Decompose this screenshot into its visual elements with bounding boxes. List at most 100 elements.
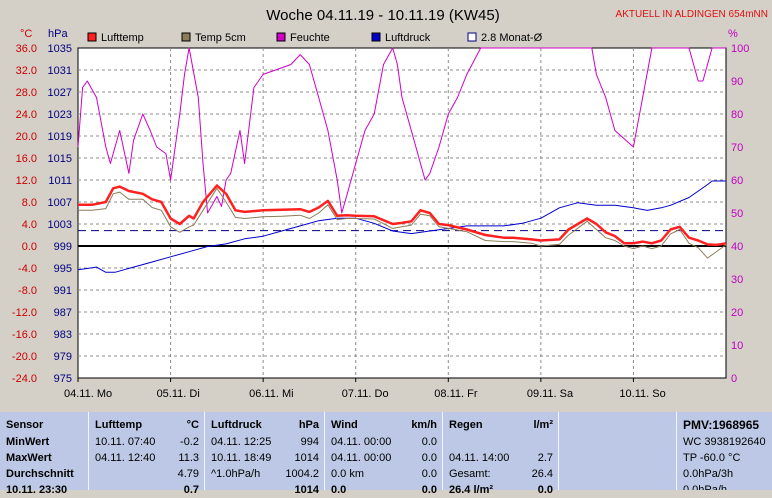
humidity-tick-label: 80 <box>731 109 743 121</box>
regen-max-date: 04.11. 14:00 <box>449 452 510 464</box>
weather-chart: 36.0 32.0 28.0 24.0 20.0 16.0 12.0 8.0 4.0 0.0 -4.… <box>12 7 768 400</box>
regen-unit: l/m² <box>533 419 553 431</box>
humidity-tick-label: 50 <box>731 208 743 220</box>
reference-lines <box>78 230 726 247</box>
x-tick-label: 06.11. Mi <box>249 388 293 400</box>
stats-col-wind: Wind km/h 04.11. 00:00 0.0 04.11. 00:00 0.0… <box>324 412 443 496</box>
x-tick-label: 04.11. Mo <box>64 388 112 400</box>
pressure-tick-label: 983 <box>54 329 72 341</box>
legend-swatch <box>87 32 97 42</box>
row-label-avg: Durchschnitt <box>6 468 74 480</box>
luftdruck-header: Luftdruck <box>211 419 262 431</box>
regen-current-total: 26.4 l/m² <box>449 484 494 496</box>
stats-col-lufttemp: Lufttemp °C 10.11. 07:40 -0.2 04.11. 12:40… <box>88 412 205 496</box>
lufttemp-current-value: 0.7 <box>183 484 199 496</box>
pressure-axis-ticks: 1035 1031 1027 1023 1019 1015 1011 1007 1003 999 9… <box>48 43 72 385</box>
lufttemp-avg-value: 4.79 <box>177 468 199 480</box>
stats-col-empty <box>558 412 677 490</box>
trend-1h-value: 0.0hPa/h <box>683 484 728 490</box>
temp-tick-label: -20.0 <box>12 351 37 363</box>
pressure-tick-label: 1015 <box>48 153 72 165</box>
pressure-tick-label: 995 <box>54 263 72 275</box>
wind-distance: 0.0 km <box>331 468 365 480</box>
pressure-tick-label: 987 <box>54 307 72 319</box>
temp-tick-label: 32.0 <box>16 65 37 77</box>
humidity-tick-label: 0 <box>731 373 737 385</box>
pressure-unit-label: hPa <box>48 28 68 40</box>
legend-swatch <box>467 32 477 42</box>
temp-tick-label: 0.0 <box>22 241 37 253</box>
pressure-tick-label: 1007 <box>48 197 72 209</box>
pressure-tick-label: 999 <box>54 241 72 253</box>
humidity-tick-label: 60 <box>731 175 743 187</box>
stats-col-sensor: Sensor MinWert MaxWert Durchschnitt 10.1… <box>0 412 88 496</box>
row-label-min: MinWert <box>6 436 50 448</box>
lufttemp-min-value: -0.2 <box>180 436 199 448</box>
pressure-tick-label: 1035 <box>48 43 72 55</box>
temp-tick-label: 8.0 <box>22 197 37 209</box>
stats-col-right: PMV:1968965 WC 3938192640 TP -60.0 °C 0.… <box>676 412 772 490</box>
humidity-tick-label: 10 <box>731 340 743 352</box>
temp-tick-label: 24.0 <box>16 109 37 121</box>
humidity-tick-label: 70 <box>731 142 743 154</box>
row-label-current: 10.11. 23:30 <box>6 484 68 496</box>
humidity-tick-label: 90 <box>731 76 743 88</box>
lufttemp-header: Lufttemp <box>95 419 143 431</box>
regen-max-value: 2.7 <box>537 452 553 464</box>
regen-header: Regen <box>449 419 483 431</box>
plot-area <box>77 47 727 379</box>
wind-avg-value: 0.0 <box>421 468 437 480</box>
pressure-tick-label: 1003 <box>48 219 72 231</box>
pressure-tick-label: 1027 <box>48 87 72 99</box>
stats-col-regen: Regen l/m² 04.11. 14:00 2.7 Gesamt: 26.4 26… <box>442 412 559 496</box>
luftdruck-max-value: 1014 <box>294 452 319 464</box>
x-tick-label: 07.11. Do <box>342 388 389 400</box>
wind-current-gust: 0.0 <box>331 484 347 496</box>
chart-title: Woche 04.11.19 - 10.11.19 (KW45) <box>266 7 499 24</box>
luftdruck-min-date: 04.11. 12:25 <box>211 436 272 448</box>
pressure-tick-label: 1019 <box>48 131 72 143</box>
pressure-tick-label: 979 <box>54 351 72 363</box>
legend-label: Temp 5cm <box>195 32 246 44</box>
temp-tick-label: -4.0 <box>18 263 37 275</box>
luftdruck-avg-value: 1004.2 <box>285 468 319 480</box>
temp-tick-label: 36.0 <box>16 43 37 55</box>
temp-tick-label: 4.0 <box>22 219 37 231</box>
luftdruck-trend: ^1.0hPa/h <box>211 468 261 480</box>
series-feuchte <box>77 47 726 214</box>
lufttemp-max-value: 11.3 <box>178 452 199 464</box>
x-tick-label: 09.11. Sa <box>527 388 574 400</box>
legend-label: Lufttemp <box>101 32 144 44</box>
temp-unit-label: °C <box>20 28 32 40</box>
lufttemp-max-date: 04.11. 12:40 <box>95 452 156 464</box>
humidity-tick-label: 20 <box>731 307 743 319</box>
regen-total-value: 26.4 <box>531 468 553 480</box>
wind-header: Wind <box>331 419 358 431</box>
x-tick-label: 10.11. So <box>619 388 665 400</box>
pressure-tick-label: 1023 <box>48 109 72 121</box>
luftdruck-max-date: 10.11. 18:49 <box>211 452 272 464</box>
temp-tick-label: -16.0 <box>12 329 37 341</box>
luftdruck-current-value: 1014 <box>294 484 319 496</box>
wind-min-date: 04.11. 00:00 <box>331 436 392 448</box>
luftdruck-unit: hPa <box>298 419 319 431</box>
regen-total-label: Gesamt: <box>449 468 491 480</box>
temp-tick-label: -24.0 <box>12 373 37 385</box>
x-tick-label: 08.11. Fr <box>434 388 478 400</box>
lufttemp-min-date: 10.11. 07:40 <box>95 436 156 448</box>
temp-tick-label: 16.0 <box>16 153 37 165</box>
pmv-value: PMV:1968965 <box>683 418 760 432</box>
legend-label: Luftdruck <box>385 32 431 44</box>
row-label-max: MaxWert <box>6 452 52 464</box>
sensor-header: Sensor <box>6 419 44 431</box>
tp-value: TP -60.0 °C <box>683 452 741 464</box>
series-temp-5cm <box>78 187 727 259</box>
wc-value: WC 3938192640 <box>683 436 766 448</box>
series-lufttemp <box>78 184 727 247</box>
pressure-tick-label: 1011 <box>48 175 72 187</box>
humidity-tick-label: 40 <box>731 241 743 253</box>
regen-current-value: 0.0 <box>537 484 553 496</box>
temp-tick-label: 12.0 <box>16 175 37 187</box>
legend-swatch <box>181 32 191 42</box>
